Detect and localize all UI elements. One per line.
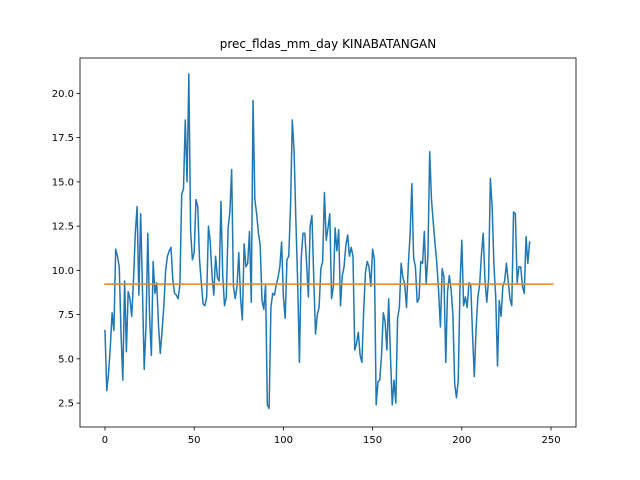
y-tick-label: 17.5	[52, 133, 74, 144]
y-tick-label: 15.0	[52, 177, 74, 188]
y-tick-label: 2.5	[58, 399, 74, 410]
plot-frame	[79, 57, 577, 428]
x-tick-label: 200	[452, 435, 471, 446]
x-tick-label: 150	[363, 435, 382, 446]
x-tick-label: 50	[188, 435, 201, 446]
y-tick-label: 20.0	[52, 89, 74, 100]
y-tick-label: 10.0	[52, 266, 74, 277]
x-axis: 0 50 100 150 200 250	[102, 427, 561, 446]
y-axis: 2.5 5.0 7.5 10.0 12.5 15.0 17.5 20.0	[52, 89, 80, 410]
y-tick-label: 7.5	[58, 310, 74, 321]
x-tick-label: 100	[274, 435, 293, 446]
series-line-0	[104, 73, 531, 410]
y-tick-label: 12.5	[52, 222, 74, 233]
series-layer	[104, 73, 554, 410]
x-tick-label: 0	[102, 435, 108, 446]
chart-title: prec_fldas_mm_day KINABATANGAN	[220, 37, 437, 51]
y-tick-label: 5.0	[58, 354, 74, 365]
x-tick-label: 250	[541, 435, 560, 446]
